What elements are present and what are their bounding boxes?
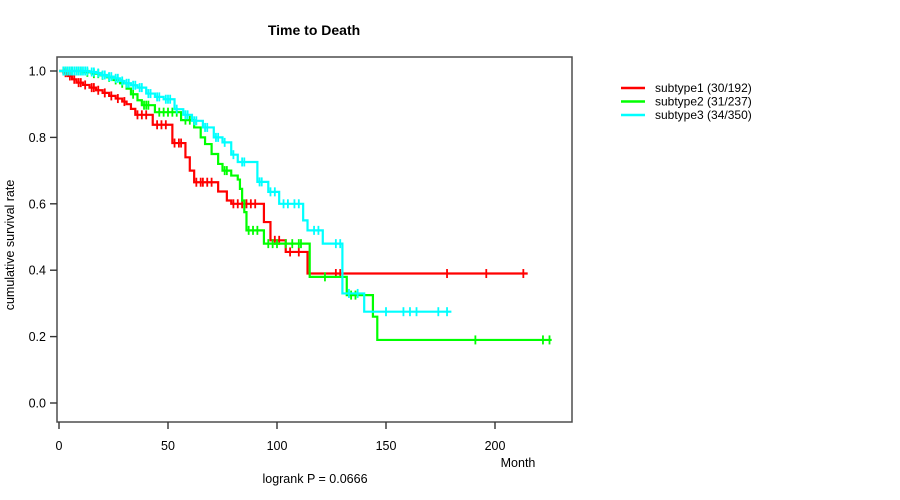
survival-curve-2 [59,69,552,342]
y-tick-label: 0.4 [29,264,46,278]
y-tick-label: 1.0 [29,65,46,79]
y-tick-label: 0.2 [29,330,46,344]
survival-curve-3 [59,69,452,313]
survival-curve-1 [59,69,528,275]
x-tick-label: 0 [56,439,63,453]
chart-title: Time to Death [268,22,360,38]
y-axis-label: cumulative survival rate [3,180,17,311]
curves-layer [59,66,552,345]
x-axis-label: Month [501,456,536,470]
x-tick-label: 50 [161,439,175,453]
x-tick-label: 200 [485,439,506,453]
x-tick-label: 100 [267,439,288,453]
y-tick-label: 0.0 [29,397,46,411]
y-tick-label: 0.6 [29,197,46,211]
axes-layer: 0 50 100 150 200 0.0 0.2 0.4 0.6 0.8 1.0 [29,56,573,453]
legend-label: subtype2 (31/237) [655,95,752,109]
y-tick-label: 0.8 [29,131,46,145]
logrank-annotation: logrank P = 0.0666 [262,472,367,486]
legend-label: subtype3 (34/350) [655,108,752,122]
legend: subtype1 (30/192)subtype2 (31/237)subtyp… [621,81,752,122]
x-tick-label: 150 [376,439,397,453]
plot-box [56,56,573,423]
legend-label: subtype1 (30/192) [655,81,752,95]
